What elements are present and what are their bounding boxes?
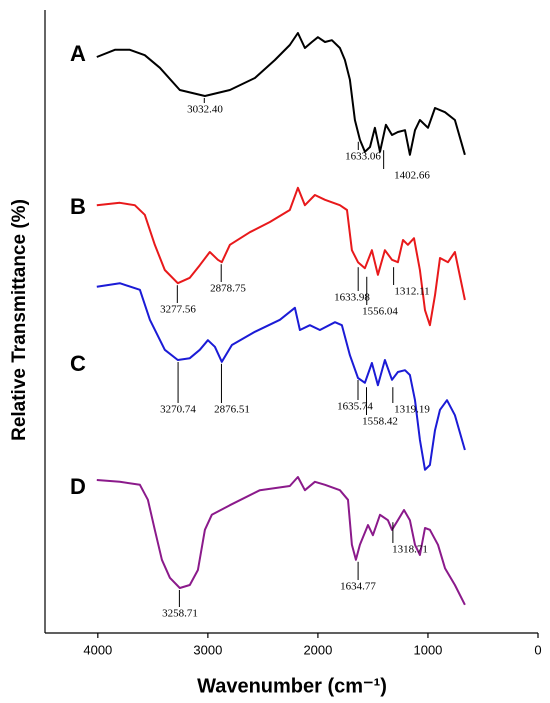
peak-label: 3270.74: [160, 404, 196, 416]
peak-label: 1556.04: [362, 306, 398, 318]
x-tick-label: 3000: [193, 642, 222, 657]
peak-label: 2876.51: [214, 404, 250, 416]
x-tick-label: 2000: [303, 642, 332, 657]
spectrum-line: [96, 32, 466, 156]
peak-label: 1402.66: [394, 170, 430, 182]
peak-label: 1635.74: [337, 401, 373, 413]
spectrum-line: [96, 282, 466, 471]
series-label: C: [70, 351, 86, 376]
y-axis-label: Relative Transmittance (%): [9, 199, 30, 441]
peak-label: 1319.19: [394, 404, 430, 416]
series-label: D: [70, 474, 86, 499]
peak-label: 3277.56: [160, 304, 196, 316]
peak-label: 3258.71: [162, 608, 198, 620]
peak-label: 1318.71: [392, 544, 428, 556]
peak-label: 2878.75: [210, 283, 246, 295]
peak-label: 1634.77: [340, 581, 376, 593]
series-label: B: [70, 194, 86, 219]
spectrum-line: [96, 476, 466, 606]
peak-label: 1633.06: [345, 151, 381, 163]
x-axis-label: Wavenumber (cm⁻¹): [197, 675, 387, 697]
peak-label: 1312.11: [394, 286, 429, 298]
x-tick-label: 0: [534, 642, 541, 657]
x-tick-label: 4000: [83, 642, 112, 657]
peak-label: 1633.98: [334, 292, 370, 304]
peak-label: 1558.42: [362, 416, 398, 428]
peak-label: 3032.40: [187, 104, 223, 116]
x-tick-label: 1000: [413, 642, 442, 657]
series-label: A: [70, 41, 86, 66]
spectrum-line: [96, 186, 466, 327]
